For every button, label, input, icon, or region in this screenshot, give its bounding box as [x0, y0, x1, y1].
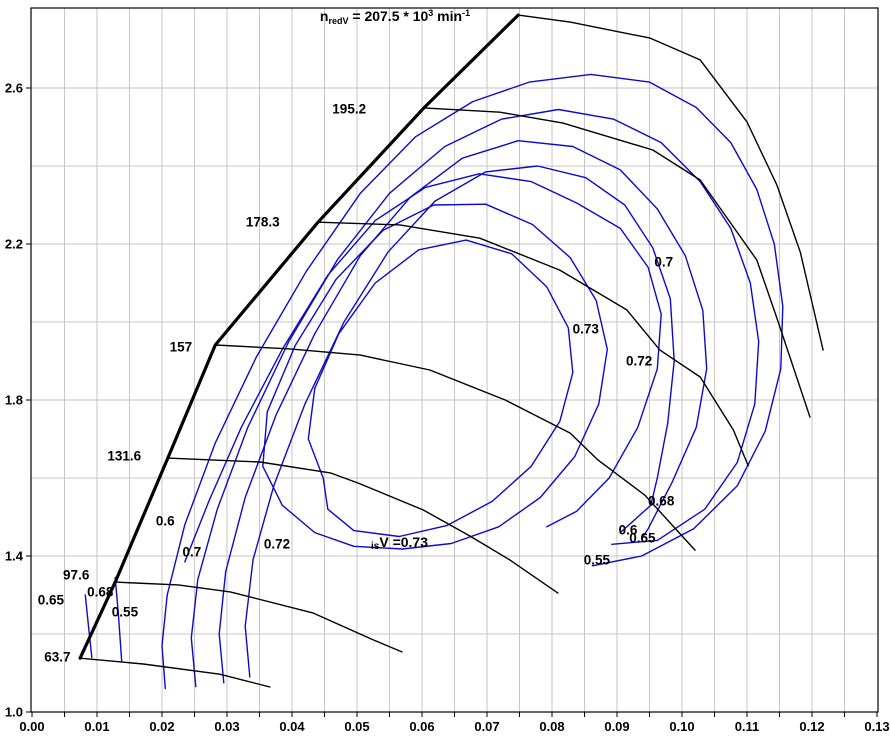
efficiency-label: 0.7 — [183, 545, 202, 560]
x-tick-label: 0.02 — [149, 719, 174, 734]
efficiency-label: 0.65 — [629, 531, 656, 546]
speed-line-157 — [214, 344, 696, 551]
speed-line-label: 131.6 — [107, 449, 141, 464]
efficiency-label: 0.72 — [264, 536, 290, 551]
efficiency-contour-0.65 — [218, 140, 708, 684]
y-tick-label: 2.2 — [5, 237, 23, 252]
efficiency-contour-0.73 — [307, 239, 574, 538]
x-tick-label: 0.07 — [474, 719, 499, 734]
speed-line-label: 195.2 — [332, 102, 366, 117]
efficiency-label: 0.7 — [654, 254, 673, 269]
efficiency-contour-0.68 — [244, 165, 675, 678]
efficiency-contour-0.55 — [161, 73, 784, 690]
y-axis-labels: 1.0 1.4 1.8 2.2 2.6 — [5, 81, 24, 720]
speed-line-97.6 — [114, 581, 403, 653]
axis-ticks — [26, 87, 878, 717]
speed-line-178.3 — [317, 221, 749, 467]
efficiency-contour-0.72 — [262, 203, 608, 550]
efficiency-contour-0.7 — [184, 173, 662, 563]
speed-line-195.2 — [423, 107, 811, 418]
line-labels: 63.7 97.6 131.6 157 178.3 195.2 0.65 0.68 0.55 0.… — [38, 102, 675, 665]
speed-line-63.7 — [79, 657, 271, 688]
efficiency-label: 0.72 — [626, 354, 652, 369]
x-axis-labels: 0.00 0.01 0.02 0.03 0.04 0.05 0.06 0.07 0.08 0.09… — [19, 719, 889, 734]
x-tick-label: 0.05 — [344, 719, 369, 734]
y-tick-label: 2.6 — [5, 81, 23, 96]
x-tick-label: 0.04 — [279, 719, 305, 734]
efficiency-contours — [84, 73, 784, 690]
x-tick-label: 0.03 — [214, 719, 239, 734]
efficiency-label: 0.73 — [573, 322, 600, 337]
efficiency-label: 0.68 — [648, 494, 675, 509]
efficiency-label: 0.55 — [112, 605, 139, 620]
speed-lines — [79, 14, 824, 688]
y-tick-label: 1.8 — [5, 393, 23, 408]
speed-line-label: 178.3 — [246, 215, 280, 230]
x-tick-label: 0.09 — [604, 719, 629, 734]
efficiency-contour-0.68-left-arc — [114, 576, 123, 662]
gridlines — [31, 8, 878, 712]
x-tick-label: 0.13 — [864, 719, 889, 734]
speed-line-label: 157 — [170, 339, 193, 354]
x-tick-label: 0.12 — [799, 719, 824, 734]
efficiency-label: 0.6 — [156, 513, 175, 528]
speed-line-label: 97.6 — [63, 568, 90, 583]
speed-line-207.5 — [517, 14, 824, 351]
x-tick-label: 0.06 — [409, 719, 434, 734]
y-tick-label: 1.0 — [5, 705, 23, 720]
efficiency-contour-0.6 — [190, 108, 760, 688]
x-tick-label: 0.01 — [84, 719, 109, 734]
y-tick-label: 1.4 — [5, 549, 24, 564]
x-tick-label: 0.10 — [669, 719, 694, 734]
efficiency-contour-0.65-left-arc — [84, 594, 93, 659]
efficiency-label: 0.6 — [619, 522, 638, 537]
surge-line — [78, 13, 520, 660]
efficiency-label: 0.55 — [584, 552, 611, 567]
x-tick-label: 0.00 — [19, 719, 44, 734]
speed-line-131.6 — [167, 457, 559, 594]
x-tick-label: 0.08 — [539, 719, 564, 734]
x-tick-label: 0.11 — [735, 719, 760, 734]
speed-line-label: 63.7 — [44, 650, 70, 665]
efficiency-label: 0.65 — [38, 593, 65, 608]
surge-line — [78, 13, 520, 660]
efficiency-label: 0.68 — [87, 584, 114, 599]
